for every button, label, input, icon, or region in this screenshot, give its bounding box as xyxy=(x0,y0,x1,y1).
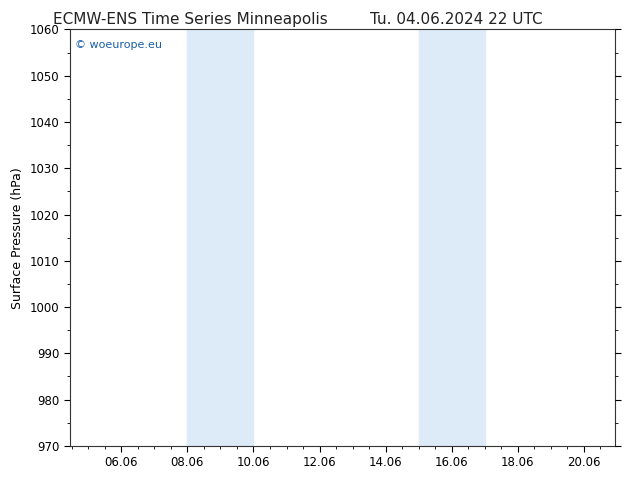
Bar xyxy=(188,29,254,446)
Bar xyxy=(418,29,485,446)
Y-axis label: Surface Pressure (hPa): Surface Pressure (hPa) xyxy=(11,167,24,309)
Text: Tu. 04.06.2024 22 UTC: Tu. 04.06.2024 22 UTC xyxy=(370,12,543,27)
Text: ECMW-ENS Time Series Minneapolis: ECMW-ENS Time Series Minneapolis xyxy=(53,12,328,27)
Text: © woeurope.eu: © woeurope.eu xyxy=(75,40,162,50)
